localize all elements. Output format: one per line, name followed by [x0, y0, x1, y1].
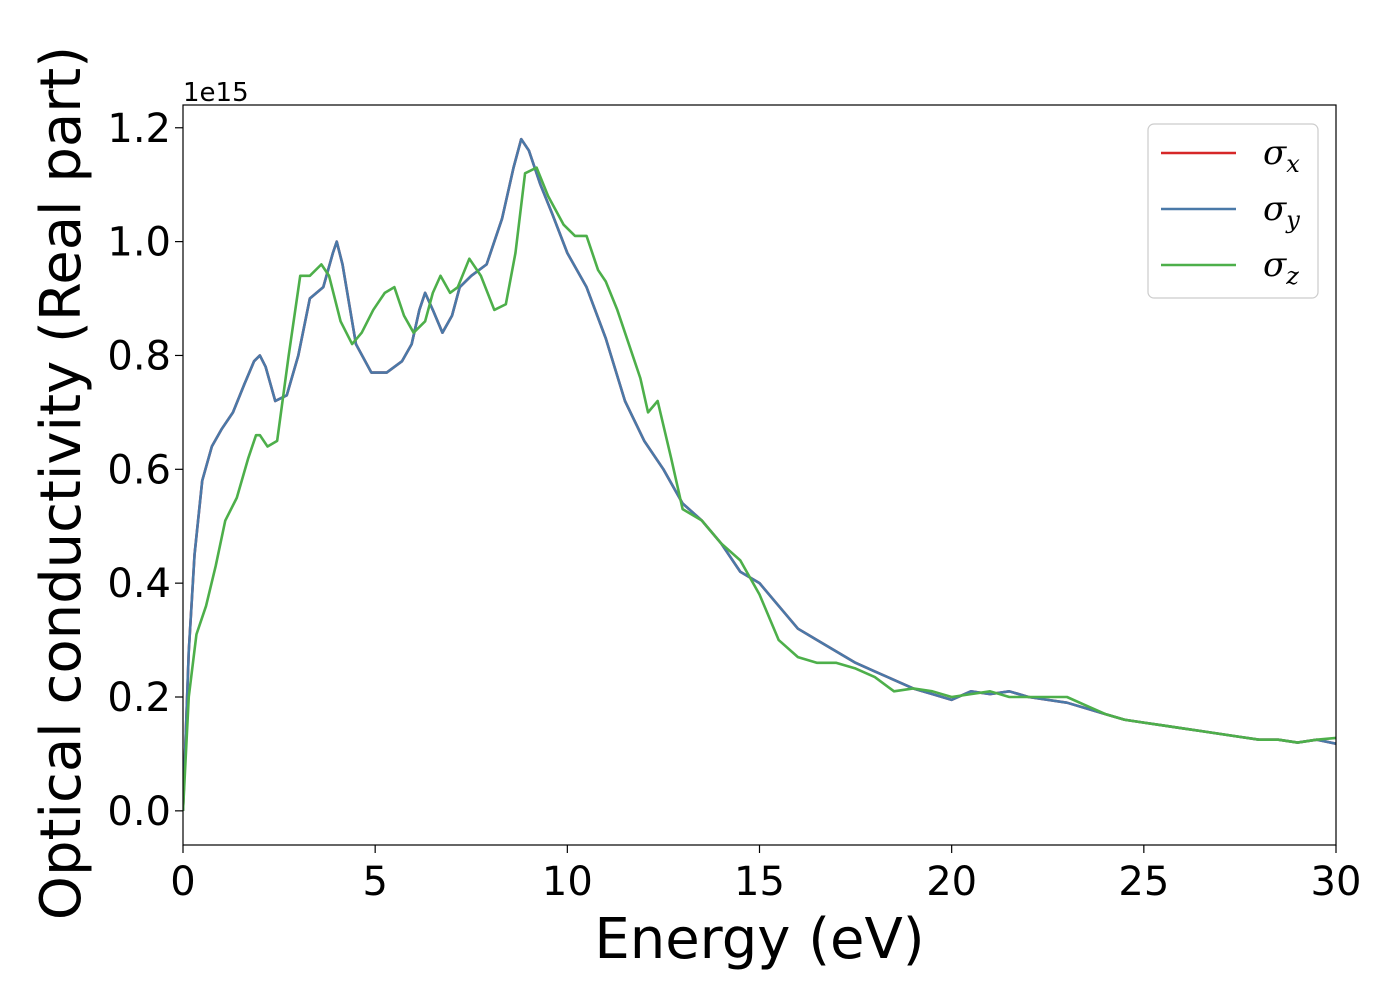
legend-entry-y: σy	[1263, 189, 1300, 234]
x-tick-label: 10	[542, 859, 593, 905]
legend: σx σy σz	[1147, 123, 1319, 299]
y-tick-label: 0.4	[107, 561, 171, 607]
x-axis-title: Energy (eV)	[594, 907, 924, 972]
y-axis: 0.0 0.2 0.4 0.6 0.8 1.0 1.2	[107, 106, 183, 835]
plot-lines	[183, 137, 1336, 811]
x-tick-label: 0	[170, 859, 195, 905]
y-tick-label: 1.2	[107, 106, 171, 152]
x-tick-label: 5	[362, 859, 387, 905]
y-tick-label: 0.2	[107, 675, 171, 721]
y-tick-label: 1.0	[107, 220, 171, 266]
x-tick-label: 25	[1118, 859, 1169, 905]
legend-box	[1147, 123, 1319, 299]
series-line-z	[183, 166, 1336, 811]
x-tick-label: 30	[1311, 859, 1362, 905]
y-offset-label: 1e15	[183, 78, 249, 108]
y-tick-label: 0.6	[107, 447, 171, 493]
y-tick-label: 0.0	[107, 789, 171, 835]
series-line-y	[183, 137, 1336, 811]
legend-entry-x: σx	[1263, 133, 1300, 178]
x-tick-label: 20	[926, 859, 977, 905]
x-axis: 0 5 10 15 20 25 30	[170, 845, 1361, 905]
legend-entry-z: σz	[1263, 245, 1299, 290]
y-axis-title: Optical conductivity (Real part)	[29, 46, 94, 920]
x-tick-label: 15	[734, 859, 785, 905]
y-tick-label: 0.8	[107, 333, 171, 379]
